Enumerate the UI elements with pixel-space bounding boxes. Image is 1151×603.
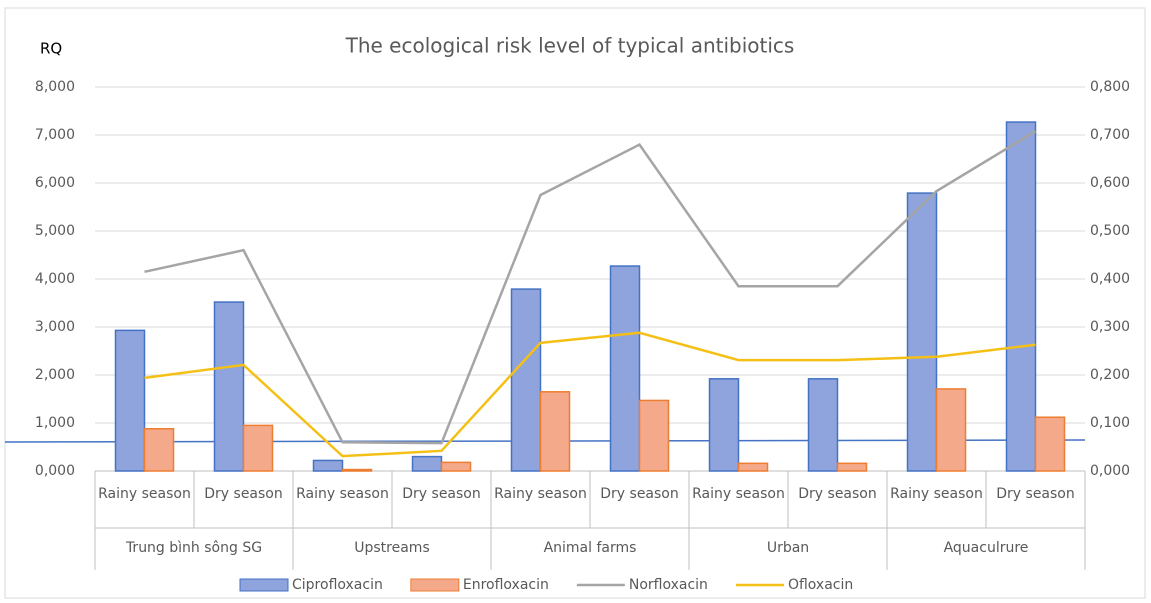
bar (539, 391, 571, 472)
y2-tick-label: 0,800 (1090, 79, 1130, 95)
chart-title: The ecological risk level of typical ant… (345, 34, 795, 58)
legend-label: Norfloxacin (629, 577, 708, 593)
y-tick-label: 6,000 (35, 175, 75, 191)
y-axis-label: RQ (40, 40, 62, 58)
y-tick-label: 8,000 (35, 79, 75, 95)
y2-tick-label: 0,100 (1090, 415, 1130, 431)
x-tick-label: Dry season (600, 486, 679, 502)
legend-label: Ofloxacin (788, 577, 853, 593)
y2-tick-label: 0,400 (1090, 271, 1130, 287)
bar (411, 455, 443, 472)
bar (242, 424, 274, 472)
x-tick-label: Dry season (996, 486, 1075, 502)
y-tick-label: 0,000 (35, 463, 75, 479)
x-tick-label: Dry season (204, 486, 283, 502)
bar (906, 192, 938, 472)
x-tick-label: Dry season (402, 486, 481, 502)
bar (510, 288, 542, 472)
bar (114, 329, 146, 472)
x-tick-label: Rainy season (98, 486, 191, 502)
bar (935, 388, 967, 472)
y-tick-label: 1,000 (35, 415, 75, 431)
x-tick-label: Rainy season (890, 486, 983, 502)
legend-label: Ciprofloxacin (292, 577, 383, 593)
y-tick-label: 4,000 (35, 271, 75, 287)
group-label: Animal farms (543, 540, 637, 556)
chart-border (4, 7, 1146, 599)
bar (213, 301, 245, 472)
bar (1034, 416, 1066, 472)
bar (341, 468, 373, 472)
group-label: Upstreams (354, 540, 430, 556)
bar (807, 378, 839, 472)
bar (609, 265, 641, 472)
x-tick-label: Rainy season (296, 486, 389, 502)
x-tick-label: Dry season (798, 486, 877, 502)
legend-label: Enrofloxacin (463, 577, 549, 593)
bar (638, 399, 670, 472)
line-series (144, 130, 1037, 445)
bar (737, 462, 769, 472)
y2-tick-label: 0,300 (1090, 319, 1130, 335)
bar (836, 462, 868, 472)
legend-swatch (239, 578, 289, 592)
bar (708, 378, 740, 472)
group-label: Trung bình sông SG (125, 540, 263, 556)
group-label: Aquaculrure (943, 540, 1029, 556)
y-tick-label: 5,000 (35, 223, 75, 239)
y2-tick-label: 0,600 (1090, 175, 1130, 191)
x-tick-label: Rainy season (494, 486, 587, 502)
y2-tick-label: 0,500 (1090, 223, 1130, 239)
bar (312, 459, 344, 472)
bar (440, 461, 472, 472)
line-series (144, 331, 1036, 458)
y-tick-label: 7,000 (35, 127, 75, 143)
y-tick-label: 2,000 (35, 367, 75, 383)
bar (1005, 121, 1037, 472)
y2-tick-label: 0,700 (1090, 127, 1130, 143)
y2-tick-label: 0,000 (1090, 463, 1130, 479)
bar (143, 428, 175, 472)
x-tick-label: Rainy season (692, 486, 785, 502)
legend-swatch (410, 578, 460, 592)
y2-tick-label: 0,200 (1090, 367, 1130, 383)
y-tick-label: 3,000 (35, 319, 75, 335)
group-label: Urban (766, 540, 810, 556)
